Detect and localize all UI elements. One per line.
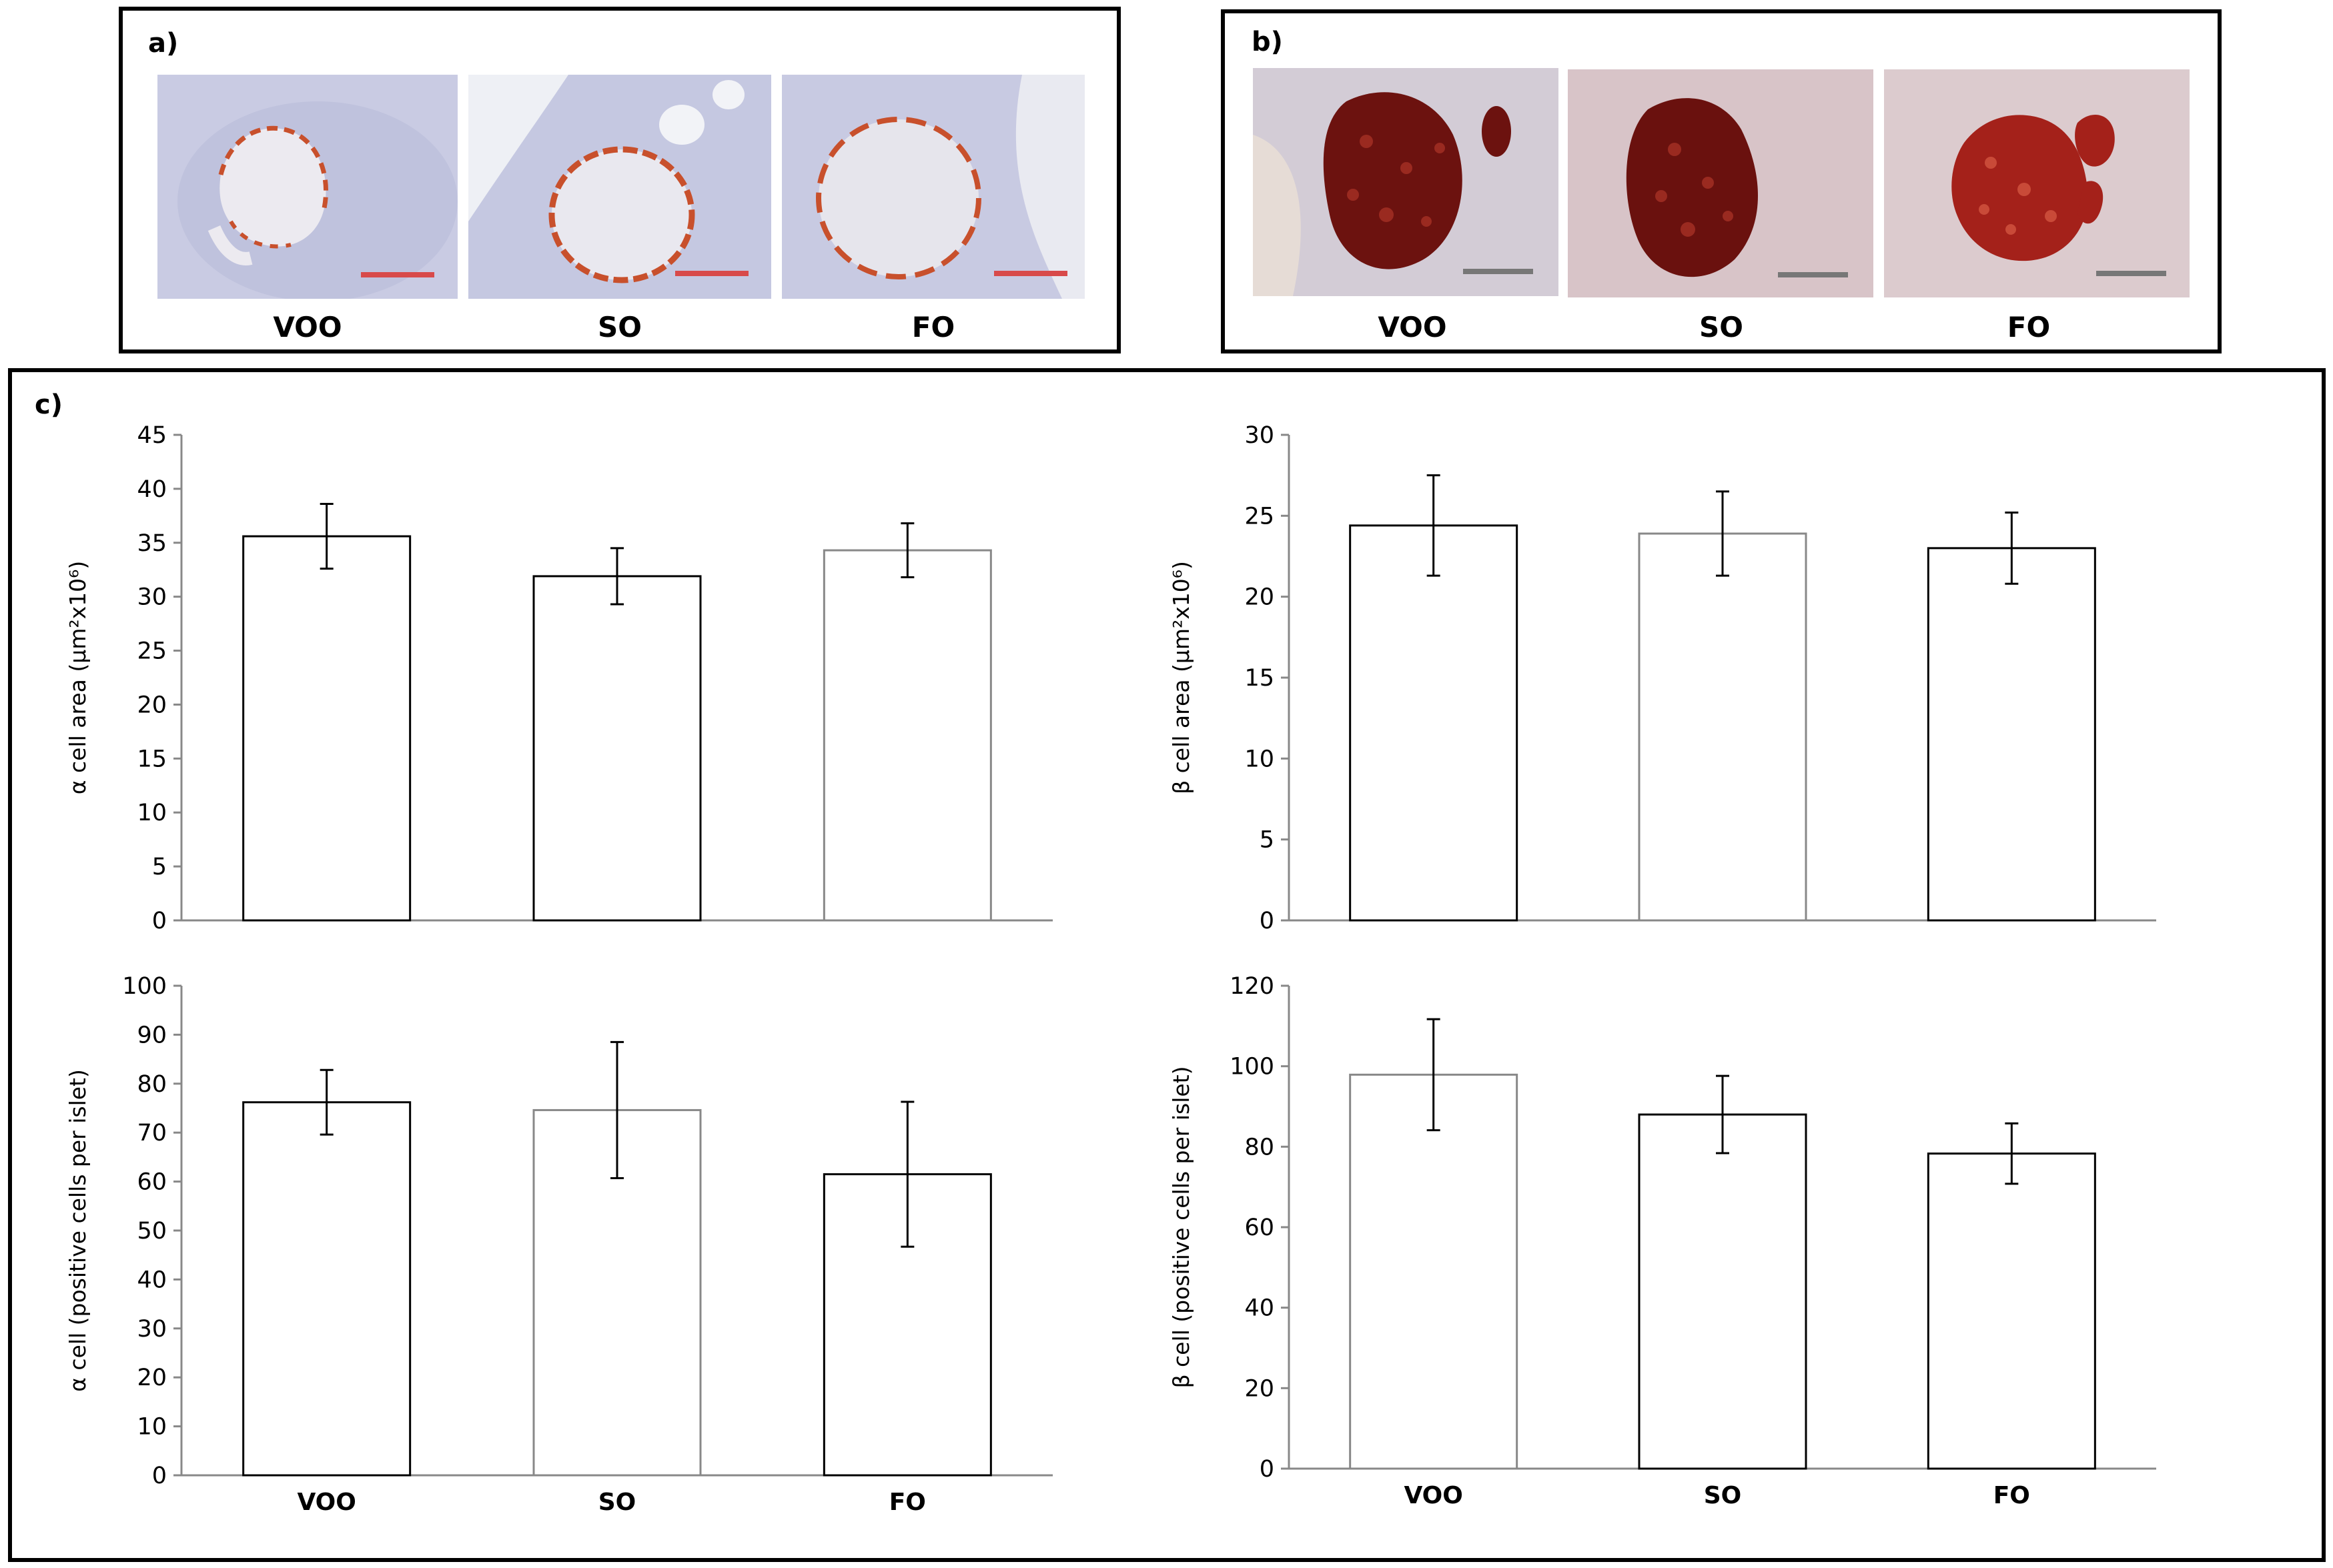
y-tick-label: 25 [137,638,167,665]
panel-a-label: a) [148,28,179,59]
bar [1927,547,2096,922]
y-tick-label: 25 [1244,503,1274,530]
y-tick-label: 15 [1244,665,1274,692]
y-tick-label: 60 [137,1169,167,1196]
bar [1349,1073,1518,1470]
y-tick-label: 50 [137,1218,167,1245]
bar [1638,1113,1807,1470]
caption-a-fo: FO [911,311,955,343]
y-tick-label: 5 [152,854,167,880]
y-tick-label: 5 [1260,827,1274,854]
bar [823,549,992,922]
micrograph-a-voo [157,75,458,299]
y-tick-label: 15 [137,746,167,772]
y-tick-label: 20 [1244,584,1274,611]
micrograph-b-voo [1253,68,1558,296]
bar [242,1101,412,1477]
y-tick-label: 30 [137,1316,167,1343]
caption-b-so: SO [1699,311,1743,343]
bar [242,535,412,922]
panel-b: b) [1221,9,2222,353]
panel-a: a) VOO SO F [119,7,1121,353]
y-tick-label: 20 [1244,1375,1274,1402]
caption-a-so: SO [598,311,642,343]
y-tick-label: 100 [122,973,167,1000]
caption-b-fo: FO [2007,311,2051,343]
y-tick-label: 40 [1244,1295,1274,1322]
bar [1927,1152,2096,1470]
y-axis-label: α cell area (μm²x10⁶) [65,561,91,794]
y-axis-label: β cell area (μm²x10⁶) [1168,561,1194,794]
y-tick-label: 20 [137,692,167,718]
caption-a-voo: VOO [273,311,342,343]
y-tick-label: 120 [1230,973,1274,1000]
y-tick-label: 10 [137,1414,167,1441]
y-tick-label: 100 [1230,1054,1274,1080]
bar [532,575,702,922]
x-category-label: SO [1704,1482,1742,1509]
y-axis-label: β cell (positive cells per islet) [1168,1066,1194,1388]
y-tick-label: 40 [137,1267,167,1293]
micrograph-a-so [468,75,771,299]
y-tick-label: 80 [137,1071,167,1098]
y-tick-label: 70 [137,1120,167,1146]
bar [1638,532,1807,922]
x-category-label: SO [598,1489,636,1516]
y-tick-label: 30 [1244,422,1274,449]
y-tick-label: 40 [137,476,167,503]
y-tick-label: 0 [1260,1456,1274,1483]
y-tick-label: 60 [1244,1215,1274,1241]
y-tick-label: 10 [137,800,167,826]
micrograph-b-fo [1884,69,2190,297]
y-tick-label: 10 [1244,746,1274,772]
x-category-label: FO [1993,1482,2030,1509]
y-tick-label: 80 [1244,1134,1274,1160]
y-tick-label: 20 [137,1365,167,1391]
y-tick-label: 0 [1260,908,1274,934]
micrograph-a-fo [782,75,1085,299]
y-axis-label: α cell (positive cells per islet) [65,1069,91,1392]
bar [1349,524,1518,922]
y-tick-label: 35 [137,530,167,557]
caption-b-voo: VOO [1378,311,1447,343]
panel-c-label: c) [35,389,63,420]
panel-b-label: b) [1252,27,1283,57]
y-tick-label: 45 [137,422,167,449]
y-tick-label: 0 [152,1463,167,1489]
y-tick-label: 30 [137,584,167,611]
micrograph-b-so [1568,69,1873,297]
x-category-label: FO [889,1489,926,1516]
x-category-label: VOO [1404,1482,1462,1509]
y-tick-label: 90 [137,1022,167,1048]
y-tick-label: 0 [152,908,167,934]
x-category-label: VOO [297,1489,356,1516]
